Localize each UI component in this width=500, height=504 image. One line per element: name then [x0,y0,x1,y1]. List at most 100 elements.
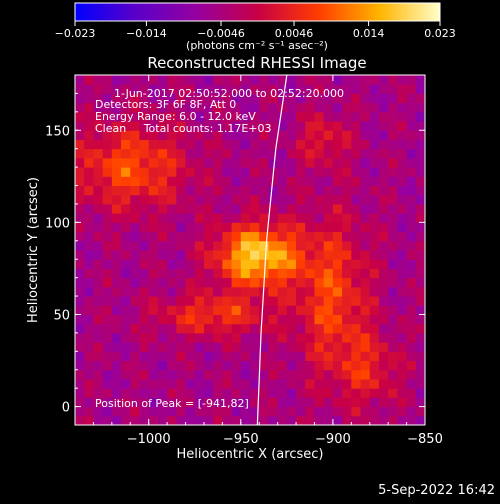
heatmap-cell [332,84,343,94]
heatmap-cell [139,185,150,196]
heatmap-cell [406,296,417,306]
heatmap-cell [351,323,362,334]
heatmap-cell [130,121,140,131]
x-tick-label: −950 [223,432,259,447]
heatmap-cell [240,259,251,269]
heatmap-cell [213,323,223,334]
heatmap-cell [369,360,380,371]
heatmap-cell [397,415,408,425]
heatmap-cell [296,75,306,85]
heatmap-cell [213,240,223,251]
heatmap-cell [286,296,297,306]
heatmap-cell [130,167,140,177]
heatmap-cell [102,213,113,223]
heatmap-cell [397,157,408,168]
heatmap-cell [369,250,380,260]
heatmap-cell [213,102,223,113]
heatmap-cell [286,130,297,140]
heatmap-cell [167,222,177,233]
heatmap-cell [93,203,104,214]
heatmap-cell [102,167,113,177]
heatmap-cell [332,102,343,113]
heatmap-cell [314,148,325,159]
heatmap-cell [360,268,371,279]
heatmap-cell [259,176,269,187]
heatmap-cell [323,351,334,362]
heatmap-cell [130,194,140,205]
heatmap-cell [130,314,140,325]
heatmap-cell [231,231,242,242]
heatmap-cell [277,388,288,398]
heatmap-cell [369,286,380,297]
heatmap-cell [240,167,251,177]
heatmap-cell [351,406,362,417]
heatmap-cell [286,203,297,214]
heatmap-cell [102,296,113,306]
heatmap-cell [415,102,425,113]
heatmap-cell [231,378,242,389]
heatmap-cell [139,93,150,104]
heatmap-cell [222,240,233,251]
heatmap-cell [415,139,425,150]
heatmap-cell [185,121,196,131]
heatmap-cell [397,323,408,334]
heatmap-cell [369,296,380,306]
heatmap-cell [314,296,325,306]
heatmap-cell [314,231,325,242]
heatmap-cell [139,139,150,150]
heatmap-cell [240,388,251,398]
heatmap-cell [259,296,269,306]
heatmap-cell [415,130,425,140]
heatmap-cell [93,378,104,389]
heatmap-cell [93,148,104,159]
heatmap-cell [314,84,325,94]
heatmap-cell [314,415,325,425]
heatmap-cell [369,203,380,214]
heatmap-cell [203,342,214,352]
heatmap-cell [268,130,279,140]
heatmap-cell [296,84,306,94]
heatmap-cell [406,351,417,362]
heatmap-cell [75,314,85,325]
heatmap-cell [342,231,352,242]
heatmap-cell [111,277,122,288]
y-tick-label: 0 [62,401,70,416]
heatmap-cell [176,121,187,131]
heatmap-cell [231,277,242,288]
heatmap-cell [250,185,260,196]
heatmap-cell [121,342,131,352]
heatmap-cell [84,111,94,122]
heatmap-cell [388,84,398,94]
heatmap-cell [130,406,140,417]
heatmap-cell [415,157,425,168]
heatmap-cell [231,111,242,122]
heatmap-cell [397,185,408,196]
heatmap-cell [93,176,104,187]
heatmap-cell [102,388,113,398]
heatmap-cell [176,314,187,325]
heatmap-cell [121,388,131,398]
heatmap-cell [397,240,408,251]
heatmap-cell [176,75,187,85]
heatmap-cell [102,84,113,94]
heatmap-cell [75,185,85,196]
heatmap-cell [342,259,352,269]
heatmap-cell [388,121,398,131]
heatmap-cell [296,139,306,150]
heatmap-cell [148,240,159,251]
heatmap-cell [130,360,140,371]
heatmap-cell [121,250,131,260]
heatmap-cell [415,75,425,85]
heatmap-cell [342,157,352,168]
heatmap-cell [314,342,325,352]
heatmap-cell [406,75,417,85]
heatmap-cell [185,296,196,306]
heatmap-cell [406,305,417,315]
heatmap-cell [415,148,425,159]
heatmap-cell [296,360,306,371]
heatmap-cell [222,222,233,233]
heatmap-cell [75,148,85,159]
heatmap-cell [369,130,380,140]
heatmap-cell [369,84,380,94]
heatmap-cell [305,305,315,315]
